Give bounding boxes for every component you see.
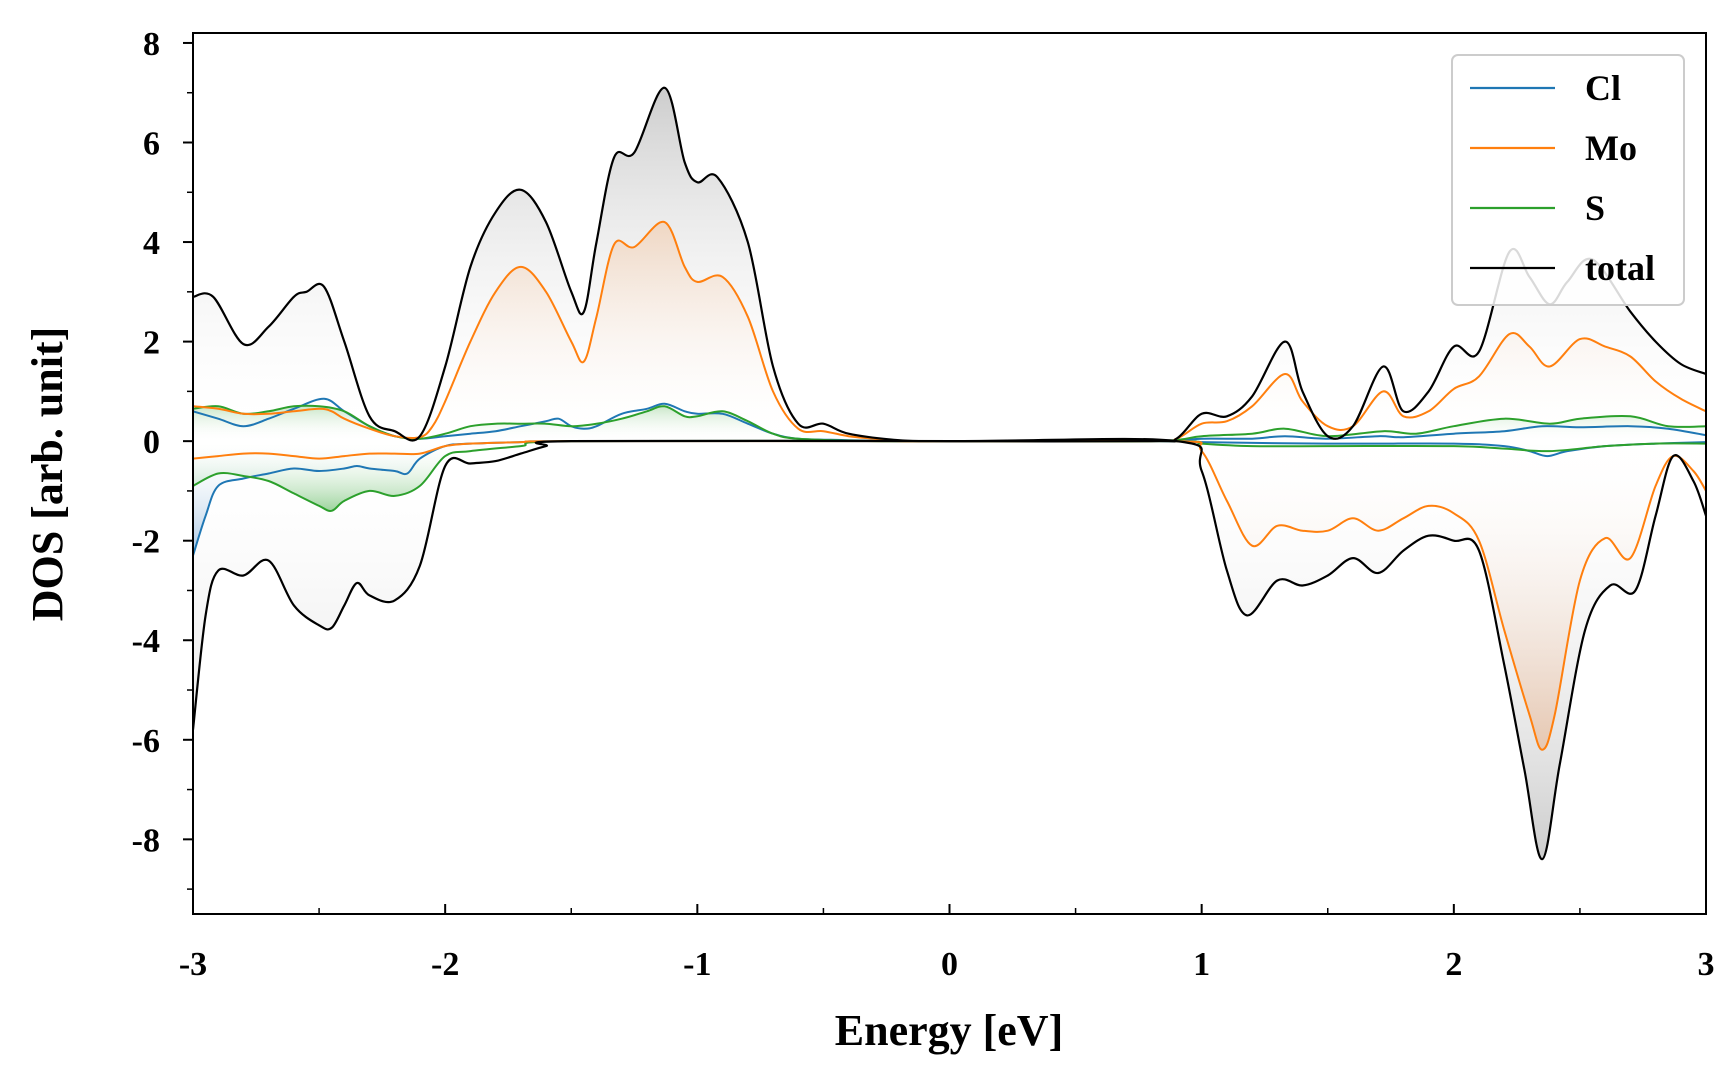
y-axis: -8 -6 -4 -2 0 2 4 6 8 <box>132 26 193 890</box>
fill-mo-up <box>193 221 1706 442</box>
line-total-up <box>193 86 1706 443</box>
x-tick-label: 2 <box>1445 946 1462 983</box>
x-axis: -3 -2 -1 0 1 2 3 <box>179 904 1715 983</box>
line-mo-up <box>193 221 1706 443</box>
y-tick-label: -2 <box>132 524 160 561</box>
legend-label-total: total <box>1585 248 1655 288</box>
x-axis-label: Energy [eV] <box>835 1006 1064 1055</box>
x-tick-label: 0 <box>941 946 958 983</box>
x-tick-label: 3 <box>1698 946 1715 983</box>
x-tick-label: 1 <box>1193 946 1210 983</box>
y-tick-label: -4 <box>132 623 160 660</box>
y-tick-label: 0 <box>143 424 160 461</box>
fill-cl-down <box>193 441 1706 556</box>
y-tick-label: 8 <box>143 26 160 63</box>
y-tick-label: 2 <box>143 325 160 362</box>
legend-label-s: S <box>1585 188 1605 228</box>
legend-label-cl: Cl <box>1585 68 1621 108</box>
line-total-down <box>193 437 1706 861</box>
y-tick-label: -6 <box>132 723 160 760</box>
dos-fills <box>193 87 1706 860</box>
fill-s-up <box>193 405 1706 442</box>
line-s-up <box>193 404 1706 443</box>
x-tick-label: -3 <box>179 946 207 983</box>
fill-mo-down <box>193 440 1706 750</box>
y-axis-label: DOS [arb. unit] <box>23 327 72 622</box>
x-tick-label: -2 <box>431 946 459 983</box>
x-tick-label: -1 <box>683 946 711 983</box>
y-tick-label: 4 <box>143 225 160 262</box>
dos-lines <box>193 86 1706 861</box>
fill-total-down <box>193 438 1706 860</box>
y-tick-label: -8 <box>132 822 160 859</box>
y-tick-label: 6 <box>143 126 160 163</box>
legend-box <box>1451 54 1685 306</box>
legend-label-mo: Mo <box>1585 128 1637 168</box>
line-mo-down <box>193 439 1706 751</box>
